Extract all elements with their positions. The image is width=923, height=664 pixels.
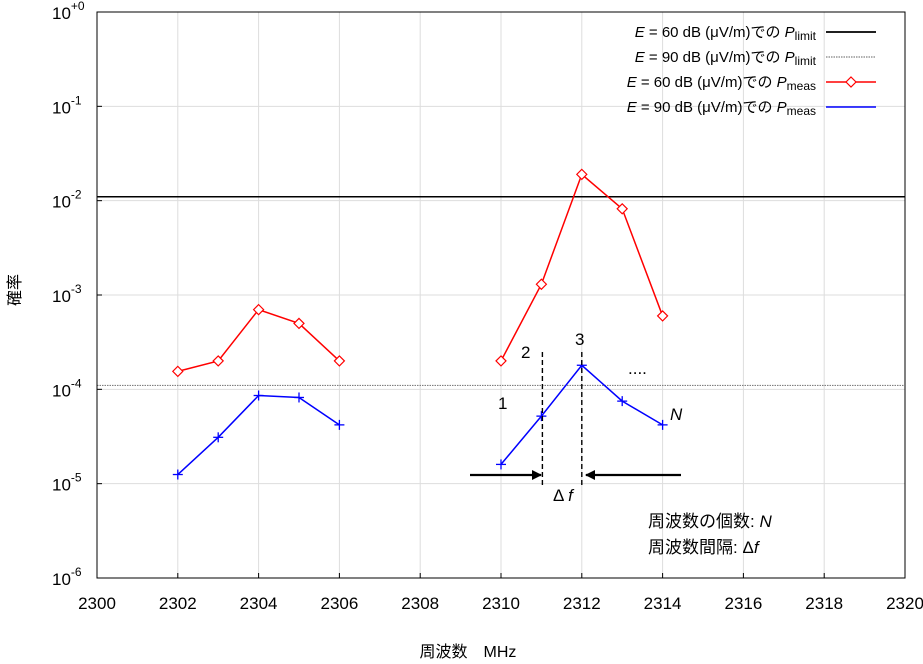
series-lines: [171, 168, 669, 480]
data-point-diamond: [252, 303, 265, 316]
ellipsis-label: ....: [628, 359, 647, 378]
data-point-plus: [657, 419, 668, 430]
legend-label: E = 90 dB (μV/m)での Plimit: [635, 49, 817, 68]
data-point-diamond: [575, 168, 588, 181]
data-point-diamond: [171, 365, 184, 378]
data-point-plus: [294, 392, 304, 403]
x-tick-label: 2316: [724, 594, 762, 613]
data-point-diamond: [656, 310, 669, 322]
x-tick-label: 2312: [563, 594, 601, 613]
data-point-diamond: [845, 76, 857, 88]
point-label: N: [670, 405, 683, 424]
annotations: 1 2 3 N.... Δ f 周波数の個数: N 周波数間隔: Δf: [470, 330, 772, 557]
data-point-plus: [253, 390, 264, 401]
data-point-diamond: [495, 355, 507, 367]
legend: E = 60 dB (μV/m)での Plimit E = 90 dB (μV/m…: [627, 24, 876, 118]
x-tick-label: 2320: [886, 594, 923, 613]
data-point-plus: [496, 459, 506, 470]
x-tick-label: 2308: [401, 594, 439, 613]
y-tick-labels: 10+0 10-1 10-2 10-3 10-4 10-5 10-6: [52, 0, 102, 589]
data-point-diamond: [616, 202, 629, 215]
x-tick-label: 2306: [320, 594, 358, 613]
point-label: 3: [575, 330, 584, 349]
y-tick-label: 10-5: [52, 471, 82, 495]
data-point-plus: [213, 432, 224, 443]
y-tick-label: 10-4: [52, 376, 82, 400]
series-90db-pmeas: [172, 360, 668, 480]
data-point-plus: [617, 396, 628, 407]
legend-label: E = 60 dB (μV/m)での Plimit: [635, 24, 817, 43]
grid-lines: [96, 11, 906, 579]
data-point-plus: [536, 411, 547, 422]
series-60db-pmeas: [171, 168, 669, 378]
limit-lines: [97, 195, 905, 387]
legend-label: E = 90 dB (μV/m)での Pmeas: [627, 99, 816, 118]
data-point-diamond: [333, 355, 346, 367]
point-label: 2: [521, 343, 530, 362]
x-tick-label: 2302: [159, 594, 197, 613]
data-point-plus: [172, 469, 183, 480]
point-label: 1: [498, 394, 507, 413]
note-frequency-count: 周波数の個数: N: [648, 512, 772, 531]
data-point-diamond: [535, 278, 548, 291]
x-tick-label: 2304: [240, 594, 278, 613]
data-point-plus: [334, 419, 345, 430]
data-point-diamond: [293, 317, 305, 330]
x-tick-label: 2310: [482, 594, 520, 613]
delta-f-label: Δ f: [553, 486, 575, 505]
y-tick-label: 10-2: [52, 188, 82, 212]
note-frequency-interval: 周波数間隔: Δf: [648, 538, 761, 557]
legend-label: E = 60 dB (μV/m)での Pmeas: [627, 74, 816, 93]
y-tick-label: 10-6: [52, 565, 82, 589]
y-tick-label: 10-3: [52, 282, 82, 306]
x-axis-label: 周波数 MHz: [420, 643, 517, 661]
x-tick-labels: 2300 2302 2304 2306 2308 2310 2312 2314 2316 2318…: [78, 573, 923, 613]
x-tick-label: 2318: [805, 594, 843, 613]
y-axis-label: 確率: [6, 274, 24, 306]
x-tick-label: 2300: [78, 594, 116, 613]
data-point-diamond: [212, 355, 225, 367]
x-tick-label: 2314: [644, 594, 682, 613]
y-tick-label: 10+0: [52, 0, 85, 23]
y-tick-label: 10-1: [52, 93, 82, 117]
